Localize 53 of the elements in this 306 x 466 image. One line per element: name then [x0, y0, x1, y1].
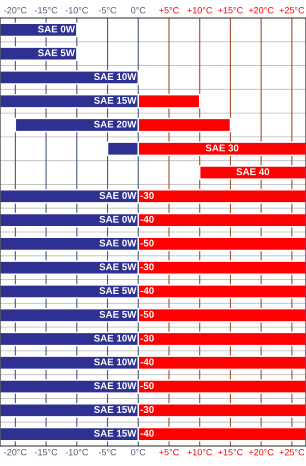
- x-tick-label: -10°C: [66, 7, 88, 14]
- x-tick-label: 0°C: [131, 7, 146, 14]
- y-tick-label: SAE 0W: [99, 240, 136, 246]
- bar: [0, 22, 78, 38]
- y-tick-label: SAE 10W: [94, 382, 136, 390]
- y-tick-label: SAE 15W: [94, 406, 136, 413]
- x-tick-label: +10°C: [187, 7, 212, 14]
- x2-tick-label: +25°C: [280, 449, 304, 456]
- x-tick-label: +25°C: [280, 7, 304, 14]
- bar: [0, 70, 139, 85]
- y-tick-label: SAE 5W: [38, 49, 75, 56]
- y-tick-label: SAE 5W: [99, 287, 136, 294]
- x2-tick-label: -10°C: [66, 449, 88, 456]
- y-tick-label: SAE 40: [236, 168, 270, 176]
- x2-tick-label: -20°C: [4, 449, 27, 456]
- annotation: -30: [140, 406, 154, 413]
- bar: [199, 165, 306, 180]
- annotation: -50: [140, 382, 154, 390]
- y-tick-label: SAE 15W: [94, 430, 136, 437]
- y-tick-label: SAE 10W: [94, 334, 136, 342]
- annotation: -50: [140, 240, 154, 246]
- x2-tick-label: +5°C: [159, 449, 179, 456]
- annotation: -40: [140, 358, 154, 366]
- annotation: -30: [140, 263, 154, 270]
- bar: [0, 46, 78, 61]
- y-tick-label: SAE 5W: [99, 263, 136, 270]
- x2-tick-label: +20°C: [248, 449, 274, 456]
- x-tick-label: -5°C: [98, 7, 116, 14]
- annotation: -40: [140, 430, 154, 437]
- x-tick-label: +5°C: [159, 7, 179, 14]
- y-tick-label: SAE 0W: [99, 192, 136, 199]
- y-tick-label: SAE 20W: [94, 120, 136, 128]
- y-tick-label: SAE 15W: [94, 96, 136, 104]
- y-tick-label: SAE 0W: [38, 26, 75, 32]
- x2-tick-label: -15°C: [34, 449, 58, 456]
- y-tick-label: SAE 10W: [94, 358, 136, 366]
- x-tick-label: +15°C: [218, 7, 243, 14]
- y-tick-label: SAE 5W: [99, 310, 136, 318]
- x-tick-label: +20°C: [248, 7, 274, 14]
- x-tick-label: -20°C: [4, 7, 27, 14]
- y-tick-label: SAE 10W: [94, 73, 136, 80]
- annotation: -50: [140, 310, 154, 318]
- x2-tick-label: +10°C: [187, 449, 212, 456]
- y-tick-label: SAE 30: [206, 144, 238, 152]
- annotation: -30: [140, 192, 154, 199]
- x-tick-label: -15°C: [34, 7, 58, 14]
- annotation: -40: [140, 216, 154, 223]
- annotation: -30: [140, 334, 154, 342]
- x2-tick-label: 0°C: [131, 449, 146, 456]
- annotation: -40: [140, 287, 154, 294]
- x2-tick-label: +15°C: [218, 449, 243, 456]
- x2-tick-label: -5°C: [98, 449, 116, 456]
- y-tick-label: SAE 0W: [99, 216, 136, 223]
